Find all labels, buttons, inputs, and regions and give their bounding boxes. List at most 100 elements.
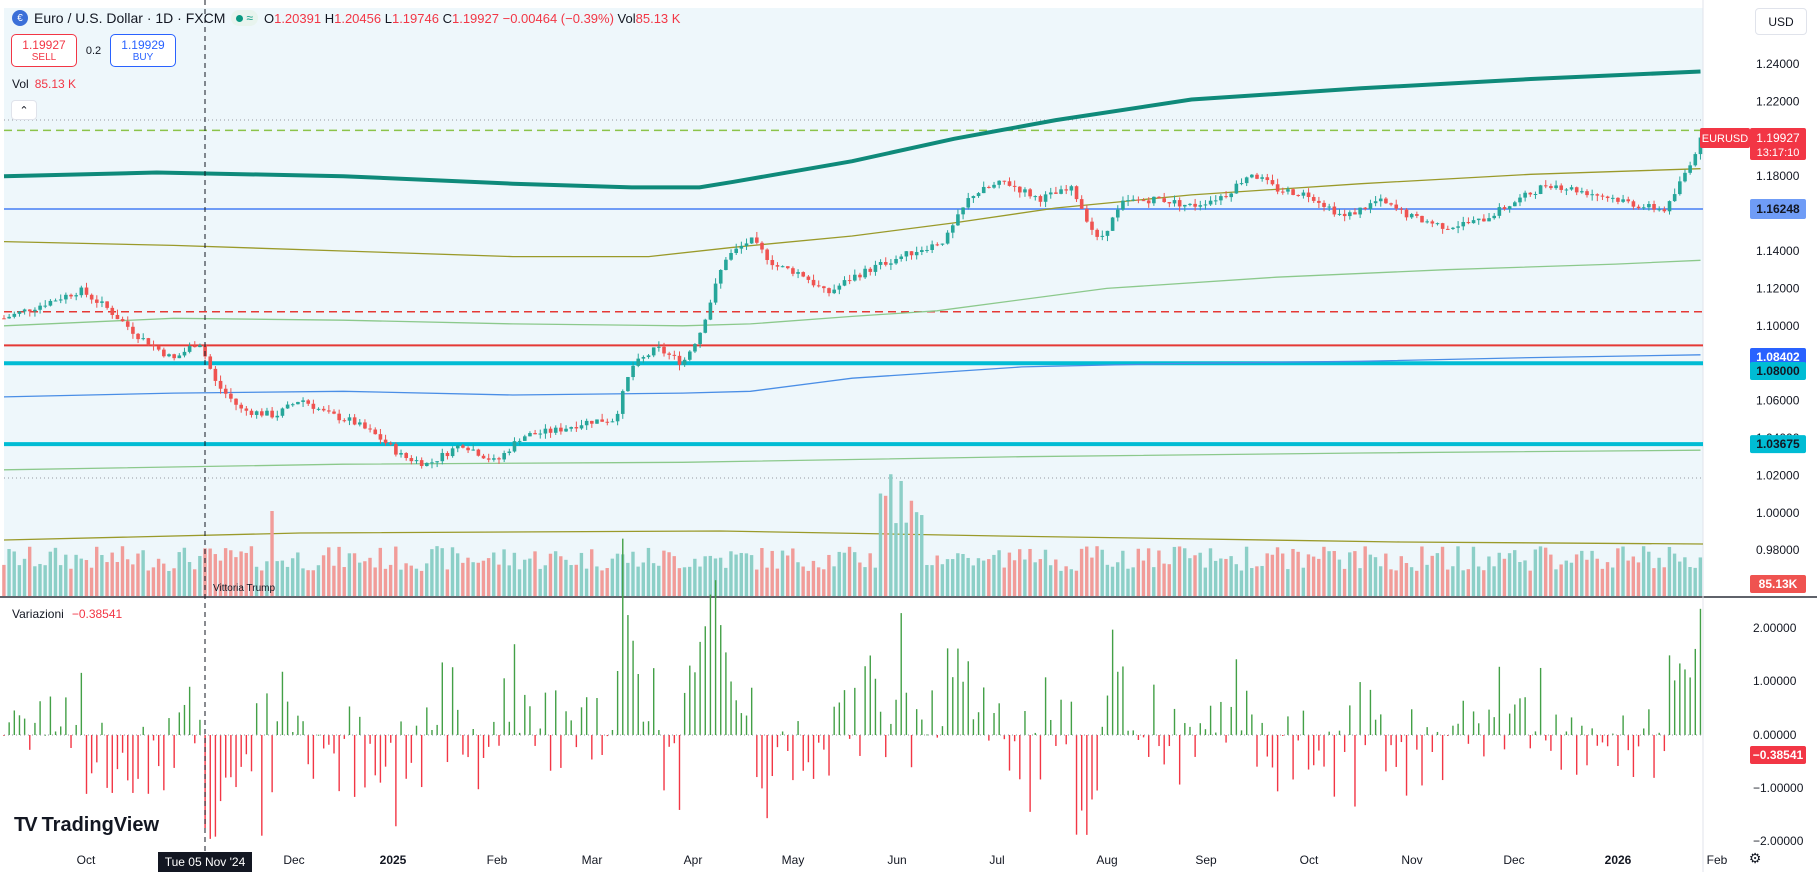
volume-tag: 85.13K — [1759, 577, 1798, 591]
variation-bar — [549, 735, 552, 771]
volume-bar — [1389, 569, 1393, 596]
price-tick-label: 1.00000 — [1756, 506, 1800, 520]
variation-bar — [1044, 677, 1047, 735]
volume-bar — [646, 547, 651, 596]
volume-bar — [203, 548, 207, 596]
candle-body — [296, 401, 300, 405]
variation-bar — [1447, 735, 1449, 736]
buy-button[interactable]: 1.19929 BUY — [110, 34, 176, 67]
sell-button[interactable]: 1.19927 SELL — [11, 34, 77, 67]
candle-body — [64, 294, 68, 300]
candle-body — [22, 309, 27, 312]
candle-body — [832, 289, 836, 294]
volume-bar — [223, 548, 228, 596]
candle-body — [1549, 186, 1553, 189]
volume-bar — [657, 565, 661, 596]
volume-bar — [806, 570, 810, 596]
candle-body — [1095, 229, 1099, 237]
candle-body — [316, 408, 321, 410]
collapse-legend-button[interactable]: ⌃ — [11, 100, 37, 120]
candle-body — [321, 408, 326, 411]
variation-bar — [1271, 735, 1274, 768]
candle-body — [1275, 184, 1280, 192]
variation-bar — [637, 674, 639, 735]
candle-body — [626, 377, 630, 392]
variation-bar — [312, 735, 315, 779]
candle-body — [1492, 215, 1496, 219]
candle-body — [987, 186, 991, 188]
volume-bar — [100, 554, 104, 596]
candle-body — [347, 417, 352, 421]
variation-bar — [1627, 735, 1629, 751]
volume-bar — [1507, 553, 1512, 596]
volume-bar — [1543, 547, 1548, 596]
volume-bar — [1136, 548, 1141, 596]
tradingview-logo-icon: TV — [14, 814, 38, 836]
volume-bar — [1513, 550, 1517, 596]
variation-bar — [776, 735, 779, 748]
volume-bar — [672, 556, 676, 596]
variation-bar — [544, 692, 547, 735]
variation-bar — [1673, 680, 1676, 735]
variation-bar — [1318, 735, 1320, 751]
tradingview-logo[interactable]: TV TradingView — [14, 814, 160, 836]
candle-body — [352, 417, 357, 425]
variation-bar — [931, 690, 933, 735]
volume-bar — [1600, 568, 1605, 596]
candle-body — [1404, 209, 1409, 218]
volume-bar — [1167, 564, 1171, 596]
variation-bar — [96, 735, 98, 763]
candle-body — [43, 305, 48, 307]
variation-bar — [1225, 735, 1227, 743]
symbol-tag-label: EURUSD — [1702, 133, 1749, 145]
variation-bar — [1369, 689, 1372, 735]
currency-selector[interactable]: USD — [1755, 8, 1807, 35]
volume-bar — [1678, 561, 1682, 596]
candle-body — [492, 458, 496, 460]
time-tick-label: Oct — [1300, 853, 1319, 867]
variation-bar — [328, 735, 330, 745]
variation-bar — [683, 692, 686, 735]
volume-bar — [976, 558, 981, 596]
variation-bar — [1338, 730, 1341, 735]
volume-bar — [311, 570, 315, 596]
volume-bar — [1193, 555, 1197, 596]
variation-bar — [524, 694, 526, 735]
candle-body — [956, 214, 960, 226]
volume-bar — [574, 564, 578, 596]
candle-body — [992, 184, 996, 188]
volume-bar — [1693, 567, 1697, 596]
candle-body — [1497, 207, 1502, 216]
volume-bar — [151, 567, 156, 596]
candle-body — [698, 332, 702, 345]
variation-bar — [446, 735, 449, 763]
price-tick-label: 1.18000 — [1756, 169, 1800, 183]
candle-body — [1265, 177, 1270, 181]
variation-bar — [730, 681, 732, 735]
variation-bar — [699, 641, 701, 735]
volume-bar — [1115, 562, 1120, 596]
variation-bar — [781, 731, 784, 735]
volume-bar — [1435, 553, 1440, 596]
volume-legend[interactable]: Vol 85.13 K — [12, 77, 77, 91]
variation-bar — [1612, 733, 1614, 735]
candle-body — [1250, 174, 1254, 178]
variation-bar — [1122, 666, 1124, 735]
variation-bar — [477, 735, 480, 790]
variation-bar — [364, 735, 366, 788]
variation-bar — [70, 735, 72, 748]
volume-bar — [1250, 568, 1254, 596]
candle-body — [533, 433, 537, 435]
market-status[interactable]: ≈ — [231, 10, 258, 26]
variation-legend[interactable]: Variazioni −0.38541 — [12, 607, 123, 621]
volume-bar — [739, 552, 743, 596]
volume-bar — [729, 551, 733, 596]
variation-bar — [317, 734, 320, 736]
symbol-title[interactable]: Euro / U.S. Dollar · 1D · FXCM — [34, 10, 226, 26]
candle-body — [961, 207, 965, 215]
variation-bar — [292, 732, 294, 735]
variation-bar — [116, 735, 119, 770]
candle-body — [1162, 198, 1166, 203]
settings-icon[interactable]: ⚙ — [1748, 849, 1762, 866]
